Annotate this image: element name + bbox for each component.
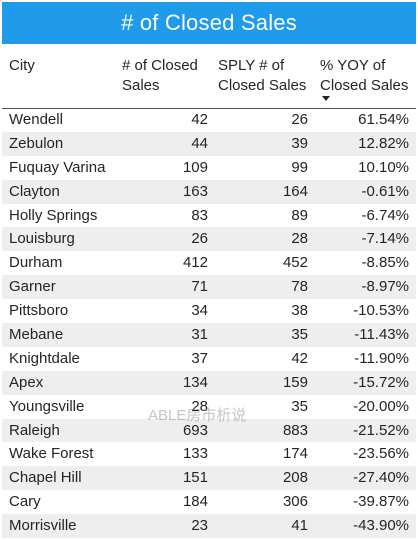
cell-closed-sales: 412 <box>182 254 208 272</box>
cell-sply-closed-sales: 41 <box>291 517 308 535</box>
cell-closed-sales: 184 <box>182 493 208 511</box>
cell-yoy-closed-sales: 61.54% <box>358 111 409 128</box>
sort-descending-icon[interactable] <box>322 96 330 101</box>
cell-sply-closed-sales: 78 <box>291 278 308 296</box>
cell-city: Raleigh <box>9 421 60 439</box>
table-row[interactable]: Morrisville 23 41 -43.90% <box>2 514 416 539</box>
visual-title: # of Closed Sales <box>121 10 297 35</box>
cell-city: Morrisville <box>9 517 77 535</box>
cell-yoy-closed-sales: -21.52% <box>353 421 409 439</box>
cell-yoy-closed-sales: -39.87% <box>353 493 409 511</box>
cell-yoy-closed-sales: 10.10% <box>358 158 409 176</box>
cell-sply-closed-sales: 38 <box>291 302 308 320</box>
cell-city: Fuquay Varina <box>9 158 106 176</box>
cell-city: Garner <box>9 278 56 296</box>
cell-yoy-closed-sales: -8.85% <box>361 254 409 272</box>
table-body: Wendell 42 26 61.54% Zebulon 44 39 12.82% Fuquay… <box>2 108 416 539</box>
cell-sply-closed-sales: 452 <box>282 254 308 272</box>
table-row[interactable]: Knightdale 37 42 -11.90% <box>2 347 416 371</box>
table-row[interactable]: Louisburg 26 28 -7.14% <box>2 227 416 252</box>
cell-city: Mebane <box>9 326 64 344</box>
cell-yoy-closed-sales: -0.61% <box>361 182 409 200</box>
table-row[interactable]: Wake Forest 133 174 -23.56% <box>2 442 416 466</box>
cell-yoy-closed-sales: -11.43% <box>354 326 409 344</box>
cell-closed-sales: 37 <box>191 349 208 367</box>
cell-city: Zebulon <box>9 134 64 152</box>
cell-closed-sales: 71 <box>191 278 208 296</box>
cell-city: Louisburg <box>9 230 75 248</box>
table-row[interactable]: Clayton 163 164 -0.61% <box>2 179 416 204</box>
cell-city: Wake Forest <box>9 445 94 463</box>
cell-sply-closed-sales: 99 <box>291 158 308 176</box>
table-row[interactable]: Durham 412 452 -8.85% <box>2 251 416 275</box>
cell-sply-closed-sales: 883 <box>282 421 308 439</box>
cell-yoy-closed-sales: -8.97% <box>361 278 409 296</box>
column-header-sply-closed-sales[interactable]: SPLY # of Closed Sales <box>218 57 307 94</box>
cell-closed-sales: 23 <box>191 517 208 535</box>
cell-closed-sales: 693 <box>182 421 208 439</box>
cell-yoy-closed-sales: -27.40% <box>353 469 409 487</box>
table-row[interactable]: Mebane 31 35 -11.43% <box>2 323 416 347</box>
table-row[interactable]: Wendell 42 26 61.54% <box>2 108 416 132</box>
table-row[interactable]: Holly Springs 83 89 -6.74% <box>2 204 416 228</box>
cell-yoy-closed-sales: -15.72% <box>353 373 409 391</box>
cell-city: Knightdale <box>9 349 80 367</box>
cell-yoy-closed-sales: -11.90% <box>354 349 409 367</box>
column-header-city[interactable]: City <box>9 57 35 74</box>
cell-sply-closed-sales: 174 <box>282 445 308 463</box>
cell-city: Durham <box>9 254 63 272</box>
table-row[interactable]: Apex 134 159 -15.72% <box>2 370 416 395</box>
cell-closed-sales: 134 <box>182 373 208 391</box>
column-header-closed-sales[interactable]: # of Closed Sales <box>122 57 198 94</box>
cell-sply-closed-sales: 164 <box>282 182 308 200</box>
cell-sply-closed-sales: 208 <box>282 469 308 487</box>
cell-closed-sales: 133 <box>182 445 208 463</box>
cell-yoy-closed-sales: -6.74% <box>361 206 409 224</box>
cell-yoy-closed-sales: 12.82% <box>358 134 409 152</box>
cell-sply-closed-sales: 159 <box>282 373 308 391</box>
table-row[interactable]: Fuquay Varina 109 99 10.10% <box>2 156 416 180</box>
table-row[interactable]: Raleigh 693 883 -21.52% <box>2 418 416 443</box>
cell-sply-closed-sales: 28 <box>291 230 308 248</box>
cell-closed-sales: 26 <box>191 230 208 248</box>
cell-closed-sales: 109 <box>182 158 208 176</box>
cell-closed-sales: 34 <box>191 302 208 320</box>
cell-yoy-closed-sales: -43.90% <box>353 517 409 535</box>
cell-closed-sales: 163 <box>182 182 208 200</box>
cell-sply-closed-sales: 35 <box>291 397 308 415</box>
table-row[interactable]: Cary 184 306 -39.87% <box>2 490 416 514</box>
cell-city: Holly Springs <box>9 206 98 224</box>
column-header-yoy-closed-sales[interactable]: % YOY of Closed Sales <box>320 57 409 94</box>
cell-sply-closed-sales: 35 <box>291 326 308 344</box>
table-row[interactable]: Zebulon 44 39 12.82% <box>2 131 416 156</box>
cell-city: Youngsville <box>9 397 85 415</box>
cell-sply-closed-sales: 39 <box>291 134 308 152</box>
cell-yoy-closed-sales: -23.56% <box>353 445 409 463</box>
cell-sply-closed-sales: 306 <box>282 493 308 511</box>
cell-closed-sales: 28 <box>191 397 208 415</box>
cell-city: Apex <box>9 373 44 391</box>
visual-title-bar: # of Closed Sales <box>2 2 416 44</box>
table-header: City # of Closed Sales SPLY # of Closed … <box>2 50 416 109</box>
cell-closed-sales: 31 <box>191 326 208 344</box>
table-row[interactable]: Pittsboro 34 38 -10.53% <box>2 299 416 323</box>
cell-sply-closed-sales: 26 <box>291 111 308 128</box>
table-row[interactable]: Chapel Hill 151 208 -27.40% <box>2 466 416 491</box>
cell-yoy-closed-sales: -10.53% <box>353 302 409 320</box>
table-row[interactable]: Garner 71 78 -8.97% <box>2 275 416 300</box>
cell-city: Pittsboro <box>9 302 69 320</box>
cell-sply-closed-sales: 42 <box>291 349 308 367</box>
cell-yoy-closed-sales: -20.00% <box>353 397 409 415</box>
cell-city: Cary <box>9 493 41 511</box>
cell-yoy-closed-sales: -7.14% <box>361 230 409 248</box>
cell-city: Clayton <box>9 182 60 200</box>
cell-closed-sales: 44 <box>191 134 208 152</box>
cell-city: Chapel Hill <box>9 469 82 487</box>
table-row[interactable]: Youngsville 28 35 -20.00% <box>2 395 416 419</box>
cell-closed-sales: 151 <box>182 469 208 487</box>
cell-city: Wendell <box>9 111 63 128</box>
cell-sply-closed-sales: 89 <box>291 206 308 224</box>
cell-closed-sales: 83 <box>191 206 208 224</box>
cell-closed-sales: 42 <box>191 111 208 128</box>
